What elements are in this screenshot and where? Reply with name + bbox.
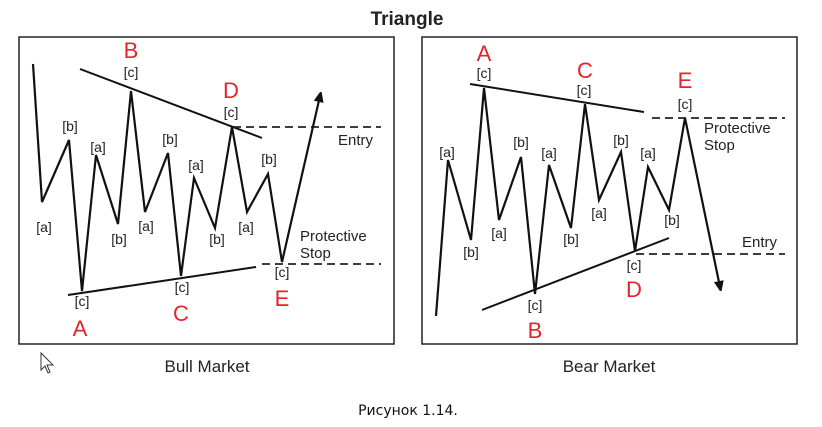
bear-entry-label: Entry xyxy=(742,234,778,251)
bull-upper-trendline xyxy=(79,68,263,139)
bull-panel: [a] [b] [c] [a] [b] [c] [a] [b] [c] [a] … xyxy=(18,36,395,376)
bear-subwave-label: [b] xyxy=(613,132,629,148)
bull-stop-label-line1: Protective xyxy=(300,228,367,245)
bear-subwave-label: [b] xyxy=(664,212,680,228)
bull-subwave-label: [a] xyxy=(90,139,106,155)
bull-point-d: D xyxy=(223,78,239,103)
bull-entry-label: Entry xyxy=(338,132,374,149)
bull-point-e: E xyxy=(275,286,290,311)
bull-subwave-label: [c] xyxy=(75,293,90,309)
bear-panel: [a] [b] [c] [a] [b] [c] [a] [b] [c] [a] … xyxy=(421,36,798,376)
bear-upper-trendline xyxy=(469,83,645,113)
bear-subwave-label: [a] xyxy=(541,145,557,161)
bear-subwave-label: [b] xyxy=(563,231,579,247)
bear-subwave-label: [a] xyxy=(591,205,607,221)
bear-subwave-label: [c] xyxy=(678,96,693,112)
bear-point-a: A xyxy=(477,41,492,66)
bull-subwave-label: [a] xyxy=(188,157,204,173)
bear-stop-label-line1: Protective xyxy=(704,120,771,137)
bear-subwave-label: [b] xyxy=(463,244,479,260)
bear-wave-line xyxy=(434,87,720,317)
bull-subwave-label: [b] xyxy=(261,151,277,167)
figure-caption: Рисунок 1.14. xyxy=(358,403,458,419)
bull-point-b: B xyxy=(124,38,139,63)
bear-subwave-label: [c] xyxy=(577,82,592,98)
bull-subtitle: Bull Market xyxy=(164,357,249,376)
bear-subwave-label: [c] xyxy=(477,65,492,81)
bear-point-b: B xyxy=(528,318,543,343)
bear-point-d: D xyxy=(626,277,642,302)
bear-subwave-label: [b] xyxy=(513,134,529,150)
bull-lower-trendline xyxy=(67,266,257,296)
bull-point-c: C xyxy=(173,301,189,326)
bull-subwave-label: [a] xyxy=(238,219,254,235)
bear-subwave-label: [a] xyxy=(439,144,455,160)
bull-subwave-label: [c] xyxy=(175,279,190,295)
bull-stop-label-line2: Stop xyxy=(300,245,331,262)
bear-subwave-label: [a] xyxy=(640,145,656,161)
bull-subwave-label: [c] xyxy=(124,64,139,80)
bear-stop-label-line2: Stop xyxy=(704,137,735,154)
bull-subwave-label: [b] xyxy=(162,131,178,147)
figure-title: Triangle xyxy=(371,9,444,30)
bull-subwave-label: [c] xyxy=(224,104,239,120)
bear-point-c: C xyxy=(577,58,593,83)
bull-point-a: A xyxy=(73,316,88,341)
bear-subwave-label: [c] xyxy=(528,297,543,313)
bull-wave-line xyxy=(31,63,320,292)
bull-subwave-label: [a] xyxy=(36,219,52,235)
bear-subtitle: Bear Market xyxy=(563,357,656,376)
bear-subwave-label: [c] xyxy=(627,257,642,273)
bull-subwave-label: [c] xyxy=(275,264,290,280)
bull-subwave-label: [b] xyxy=(62,118,78,134)
bear-lower-trendline xyxy=(481,237,670,311)
bull-subwave-label: [b] xyxy=(209,231,225,247)
bear-point-e: E xyxy=(678,68,693,93)
mouse-pointer-icon xyxy=(40,351,55,374)
bear-subwave-label: [a] xyxy=(491,225,507,241)
bull-subwave-label: [b] xyxy=(111,231,127,247)
bull-subwave-label: [a] xyxy=(138,218,154,234)
bear-frame xyxy=(421,36,798,345)
